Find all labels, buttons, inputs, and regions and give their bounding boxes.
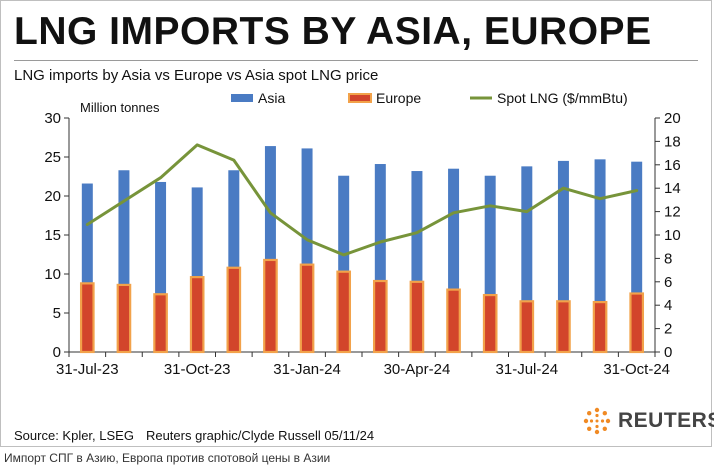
- asia-bar: [374, 164, 386, 352]
- europe-bar: [446, 288, 461, 354]
- y2-tick-label: 18: [664, 133, 681, 150]
- asia-bar: [191, 187, 203, 352]
- europe-bar: [153, 293, 168, 354]
- y-tick-label: 0: [53, 344, 61, 361]
- page-title: LNG IMPORTS BY ASIA, EUROPE: [14, 10, 652, 53]
- x-tick-label: 31-Jul-24: [496, 361, 559, 378]
- europe-bar: [556, 300, 571, 354]
- x-tick-label: 31-Oct-23: [164, 361, 231, 378]
- europe-bar: [116, 283, 132, 354]
- asia-bar: [484, 175, 496, 352]
- legend-asia-swatch: [231, 94, 253, 102]
- chart-subtitle: LNG imports by Asia vs Europe vs Asia sp…: [14, 67, 379, 84]
- y-tick-label: 10: [44, 266, 61, 283]
- legend-europe-label: Europe: [376, 90, 421, 106]
- legend-europe-swatch: [348, 93, 372, 103]
- spot-lng-line: [85, 143, 639, 257]
- asia-bar: [155, 181, 167, 352]
- europe-bar: [372, 279, 388, 354]
- asia-bar: [557, 160, 569, 352]
- y2-tick-label: 8: [664, 250, 672, 267]
- europe-bar: [592, 300, 608, 354]
- europe-bars: [79, 258, 645, 354]
- asia-bar: [81, 183, 93, 352]
- asia-bar: [448, 168, 460, 352]
- europe-bar: [336, 270, 352, 354]
- asia-bar: [631, 161, 643, 352]
- image-caption: Импорт СПГ в Азию, Европа против спотово…: [4, 451, 331, 465]
- x-tick-label: 31-Jan-24: [273, 361, 341, 378]
- y2-tick-label: 4: [664, 297, 672, 314]
- europe-bar: [189, 276, 205, 354]
- source-text: Source: Kpler, LSEG: [14, 428, 134, 443]
- y2-tick-label: 2: [664, 321, 672, 338]
- legend-spot-label: Spot LNG ($/mmBtu): [497, 90, 628, 106]
- asia-bar: [264, 146, 276, 352]
- y2-tick-label: 16: [664, 157, 681, 174]
- legend-asia-label: Asia: [258, 90, 285, 106]
- asia-bar: [118, 170, 130, 352]
- europe-bar: [263, 258, 278, 354]
- asia-bar: [301, 148, 313, 352]
- y-tick-label: 15: [44, 227, 61, 244]
- europe-bar: [226, 266, 242, 354]
- credit-text: Reuters graphic/Clyde Russell 05/11/24: [145, 428, 375, 443]
- europe-bar: [519, 300, 535, 354]
- reuters-logo-text: REUTERS: [618, 409, 714, 432]
- chart-axes: 0 5 10 15 20 25 30 Million tonnes 0 2 4 6 8 10 12 14 16 1…: [44, 100, 680, 378]
- chart-legend: Asia Europe Spot LNG ($/mmBtu): [231, 90, 628, 106]
- y-tick-label: 25: [44, 149, 61, 166]
- y2-tick-label: 0: [664, 344, 672, 361]
- asia-bar: [228, 170, 240, 352]
- asia-bars: [81, 146, 643, 352]
- y-tick-label: 20: [44, 188, 61, 205]
- europe-bar: [482, 293, 498, 354]
- x-tick-label: 30-Apr-24: [384, 361, 451, 378]
- asia-bar: [594, 159, 606, 352]
- y-tick-label: 30: [44, 110, 61, 127]
- asia-bar: [411, 171, 423, 352]
- spot-lng-polyline: [85, 143, 639, 257]
- europe-bar: [79, 282, 95, 354]
- y2-tick-label: 10: [664, 227, 681, 244]
- title-divider: [14, 60, 698, 61]
- y2-tick-label: 20: [664, 110, 681, 127]
- x-tick-label: 31-Oct-24: [603, 361, 670, 378]
- source-note: Source: Kpler, LSEG Reuters graphic/Clyde…: [14, 428, 374, 443]
- y2-tick-label: 12: [664, 204, 681, 221]
- y2-tick-label: 6: [664, 274, 672, 291]
- reuters-logo: REUTERS: [582, 404, 714, 438]
- europe-bar: [299, 263, 315, 354]
- x-tick-label: 31-Jul-23: [56, 361, 119, 378]
- europe-bar: [409, 280, 425, 354]
- reuters-logo-icon: [583, 407, 611, 435]
- asia-bar: [338, 175, 350, 352]
- asia-bar: [521, 166, 533, 352]
- y2-tick-label: 14: [664, 180, 681, 197]
- y-axis-title: Million tonnes: [80, 100, 160, 115]
- y-tick-label: 5: [53, 305, 61, 322]
- europe-bar: [629, 292, 645, 354]
